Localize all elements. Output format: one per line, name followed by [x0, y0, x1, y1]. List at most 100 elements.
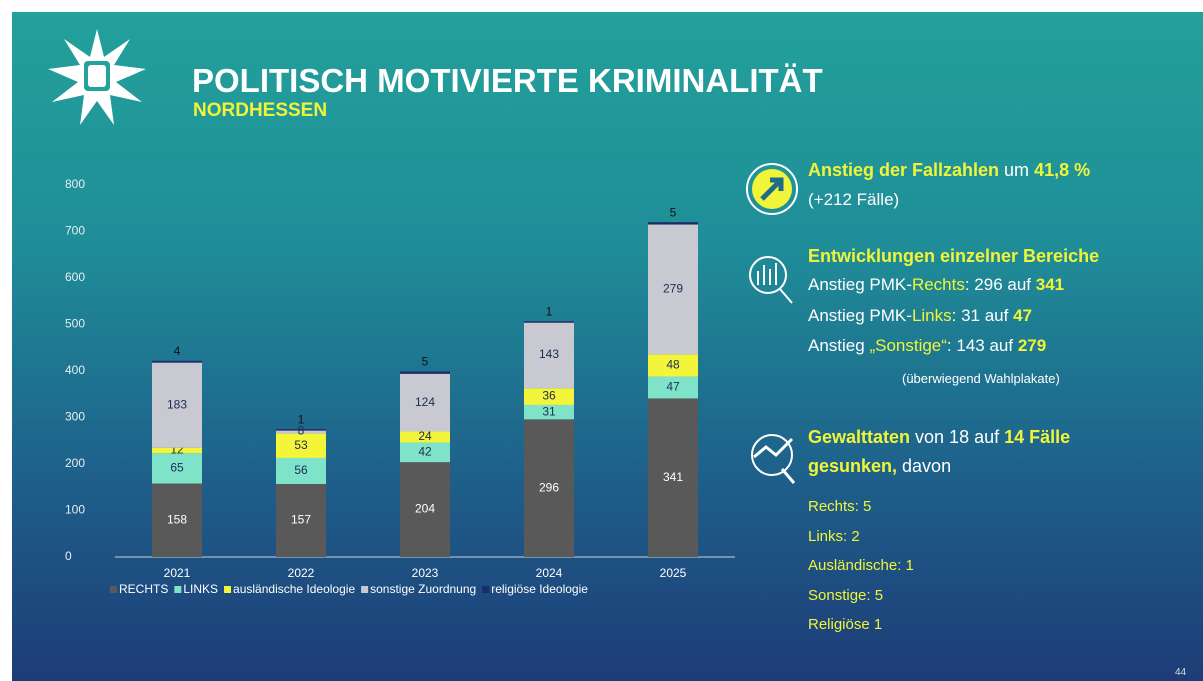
logo: [48, 29, 146, 125]
bar-segment: [524, 404, 574, 420]
x-tick-label: 2024: [536, 566, 563, 580]
page-number: 44: [1175, 667, 1187, 678]
data-label: 65: [170, 461, 184, 475]
highlight: Rechts: [911, 275, 965, 294]
legend-label: religiöse Ideologie: [491, 582, 588, 596]
fact-line: Anstieg „Sonstige“: 143 auf 279: [808, 336, 1046, 356]
subtitle: NORDHESSEN: [193, 100, 328, 121]
highlight: Links: [911, 306, 952, 325]
legend: RECHTS LINKS ausländische Ideologie sonstig…: [110, 582, 588, 596]
legend-label: ausländische Ideologie: [233, 582, 355, 596]
icon-magnifier-lines: [753, 437, 796, 484]
legend-swatch: [110, 586, 117, 593]
data-label: 158: [167, 512, 187, 526]
bar-segment: [648, 398, 698, 557]
legend-swatch: [174, 586, 182, 593]
data-label: 4: [174, 344, 181, 358]
text: von 18 auf: [910, 427, 1005, 447]
fact-list-item: Rechts: 5: [808, 498, 872, 515]
fact-line: Anstieg der Fallzahlen um 41,8 %: [808, 160, 1090, 181]
highlight: Anstieg der Fallzahlen: [808, 160, 1000, 180]
highlight: 341: [1035, 275, 1065, 294]
text: Anstieg: [808, 336, 870, 355]
text: Anstieg PMK-: [808, 275, 912, 294]
highlight: 47: [1013, 306, 1032, 325]
text: davon: [897, 456, 952, 476]
data-label: 47: [666, 380, 680, 394]
chart: 0100200300400500600700800202115865121834…: [65, 177, 735, 596]
highlight: „Sonstige“: [869, 336, 947, 355]
bar-segment: [276, 433, 326, 458]
data-label: 1: [546, 304, 553, 318]
bar-segment: [152, 362, 202, 448]
y-tick-label: 800: [65, 177, 85, 191]
fact-line: gesunken, davon: [808, 456, 951, 477]
data-label: 204: [415, 502, 435, 516]
bar-segment: [400, 462, 450, 557]
bar-segment: [648, 224, 698, 355]
bar-segment: [276, 457, 326, 484]
icons: [746, 163, 798, 484]
data-label: 1: [298, 412, 305, 426]
y-tick-label: 700: [65, 224, 85, 238]
x-tick-label: 2021: [164, 566, 191, 580]
x-tick-label: 2022: [288, 566, 315, 580]
highlight: 41,8 %: [1034, 160, 1091, 180]
legend-label: RECHTS: [119, 582, 168, 596]
x-tick-label: 2023: [412, 566, 439, 580]
fact-line: Gewalttaten von 18 auf 14 Fälle: [808, 427, 1070, 448]
fact-heading: Entwicklungen einzelner Bereiche: [808, 246, 1100, 266]
data-label: 296: [539, 480, 559, 494]
fact-line: Anstieg PMK-Links: 31 auf 47: [808, 306, 1032, 326]
bar-segment: [400, 371, 450, 374]
data-label: 31: [542, 404, 556, 418]
bar-segment: [152, 453, 202, 484]
legend-swatch: [482, 586, 490, 593]
text: : 296 auf: [964, 275, 1036, 294]
fact-line: (+212 Fälle): [808, 190, 900, 209]
icon-chart-lines: [757, 263, 793, 304]
y-tick-label: 500: [65, 317, 85, 331]
legend-swatch: [361, 586, 369, 593]
icon-arrow: [760, 177, 784, 201]
fact-note: (überwiegend Wahlplakate): [902, 371, 1060, 386]
y-tick-label: 400: [65, 363, 85, 377]
data-label: 157: [291, 513, 311, 527]
data-label: 36: [542, 389, 556, 403]
highlight: 14 Fälle: [1004, 427, 1071, 447]
fact-list-item: Ausländische: 1: [808, 557, 914, 574]
text: : 143 auf: [946, 336, 1018, 355]
logo-shield-inner: [88, 65, 106, 87]
bar-segment: [524, 321, 574, 389]
bar-segment: [648, 354, 698, 377]
bar-segment: [152, 360, 202, 363]
fact-list-item: Sonstige: 5: [808, 586, 884, 604]
fact-list-item: Religiöse 1: [808, 616, 883, 633]
bar-segment: [648, 376, 698, 399]
bar-segment: [276, 429, 326, 431]
bar-segment: [400, 442, 450, 463]
y-tick-label: 600: [65, 270, 85, 284]
data-label: 24: [418, 429, 432, 443]
fact-list-item: Links: 2: [808, 527, 860, 545]
icon-circle: [746, 163, 798, 215]
bar-segment: [648, 222, 698, 225]
fact-line: Anstieg PMK-Rechts: 296 auf 341: [808, 275, 1064, 295]
bar-segment: [152, 447, 202, 454]
bar-segment: [524, 321, 574, 323]
bar-segment: [524, 419, 574, 557]
bar-segment: [524, 388, 574, 405]
data-label: 183: [167, 397, 187, 411]
legend-swatch: [224, 586, 232, 593]
bar-segment: [400, 373, 450, 432]
icon-magnifier: [751, 434, 793, 476]
text: : 31 auf: [951, 306, 1014, 325]
data-label: 279: [663, 282, 683, 296]
bar-segment: [152, 483, 202, 557]
bar-segment: [400, 431, 450, 443]
data-label: 143: [539, 347, 559, 361]
x-tick-label: 2025: [660, 566, 687, 580]
data-label: 48: [666, 358, 680, 372]
text: Anstieg PMK-: [808, 306, 912, 325]
text: um: [999, 160, 1035, 180]
